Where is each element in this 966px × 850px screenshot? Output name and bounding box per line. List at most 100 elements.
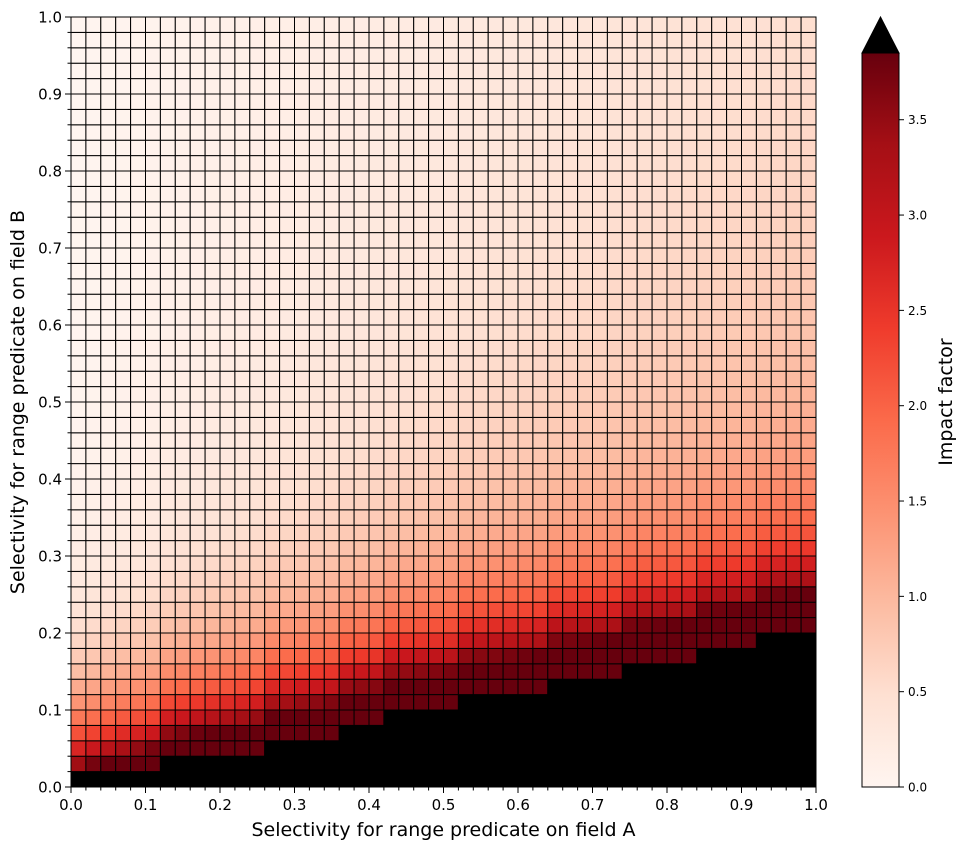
heatmap-cell [70,93,87,110]
heatmap-cell [85,447,102,465]
heatmap-cell [696,370,713,388]
heatmap-cell [741,524,757,542]
heatmap-cell [532,694,549,711]
heatmap-cell [741,447,757,465]
heatmap-cell [711,570,728,588]
heatmap-cell [443,278,459,295]
heatmap-cell [651,201,668,218]
heatmap-cell [457,155,474,172]
heatmap-cell [308,755,325,773]
heatmap-cell [636,493,653,511]
heatmap-cell [606,493,623,511]
heatmap-cell [606,570,623,588]
heatmap-cell [562,401,579,418]
heatmap-cell [770,278,787,295]
heatmap-cell [159,432,176,449]
heatmap-cell [785,463,802,480]
heatmap-cell [145,278,161,295]
heatmap-cell [174,570,191,588]
heatmap-cell [800,755,817,773]
heatmap-cell [204,432,221,449]
heatmap-cell [741,432,757,449]
heatmap-cell [621,771,638,788]
heatmap-cell [621,293,638,311]
heatmap-cell [145,247,161,264]
heatmap-cell [219,324,236,341]
heatmap-cell [398,339,415,357]
heatmap-cell [353,663,370,680]
heatmap-cell [681,755,698,773]
heatmap-cell [547,617,564,634]
heatmap-cell [398,740,415,757]
heatmap-cell [428,755,445,773]
heatmap-cell [398,216,415,234]
heatmap-cell [264,617,281,634]
heatmap-cell [338,47,355,64]
heatmap-cell [70,663,87,680]
heatmap-cell [189,139,206,157]
heatmap-cell [472,232,489,249]
heatmap-cell [159,31,176,49]
heatmap-cell [85,185,102,203]
heatmap-cell [130,309,147,326]
heatmap-cell [145,293,161,311]
heatmap-cell [323,232,340,249]
heatmap-cell [428,93,445,110]
heatmap-cell [428,339,445,357]
heatmap-cell [681,216,698,234]
heatmap-cell [755,124,772,141]
heatmap-cell [353,416,370,434]
heatmap-cell [696,108,713,126]
heatmap-cell [592,447,608,465]
heatmap-cell [145,432,161,449]
heatmap-cell [174,447,191,465]
heatmap-cell [606,509,623,526]
heatmap-cell [130,31,147,49]
heatmap-cell [323,416,340,434]
heatmap-cell [70,524,87,542]
heatmap-cell [681,324,698,341]
heatmap-cell [264,570,281,588]
heatmap-cell [368,16,385,33]
heatmap-cell [279,647,296,665]
heatmap-cell [681,78,698,95]
heatmap-cell [532,370,549,388]
heatmap-cell [606,432,623,449]
heatmap-cell [681,724,698,742]
heatmap-cell [100,771,117,788]
heatmap-cell [323,247,340,264]
heatmap-cell [562,278,579,295]
heatmap-cell [115,139,132,157]
heatmap-cell [219,386,236,403]
heatmap-cell [770,262,787,280]
heatmap-cell [294,771,310,788]
heatmap-cell [711,401,728,418]
heatmap-cell [651,570,668,588]
heatmap-cell [547,709,564,726]
heatmap-cell [800,16,817,33]
heatmap-cell [502,293,519,311]
heatmap-cell [457,586,474,603]
heatmap-cell [711,694,728,711]
heatmap-cell [547,663,564,680]
heatmap-cell [219,355,236,372]
heatmap-cell [457,216,474,234]
heatmap-cell [577,278,593,295]
heatmap-cell [428,262,445,280]
heatmap-cell [443,632,459,649]
heatmap-cell [785,170,802,187]
heatmap-cell [368,401,385,418]
heatmap-cell [502,93,519,110]
heatmap-cell [249,632,266,649]
heatmap-cell [755,771,772,788]
heatmap-cell [457,232,474,249]
heatmap-cell [532,771,549,788]
heatmap-cell [562,570,579,588]
heatmap-cell [115,78,132,95]
heatmap-cell [249,139,266,157]
heatmap-cell [145,401,161,418]
heatmap-cell [755,185,772,203]
heatmap-cell [770,78,787,95]
heatmap-cell [100,201,117,218]
y-axis: 0.00.10.20.30.40.50.60.70.80.91.0 [38,9,71,797]
